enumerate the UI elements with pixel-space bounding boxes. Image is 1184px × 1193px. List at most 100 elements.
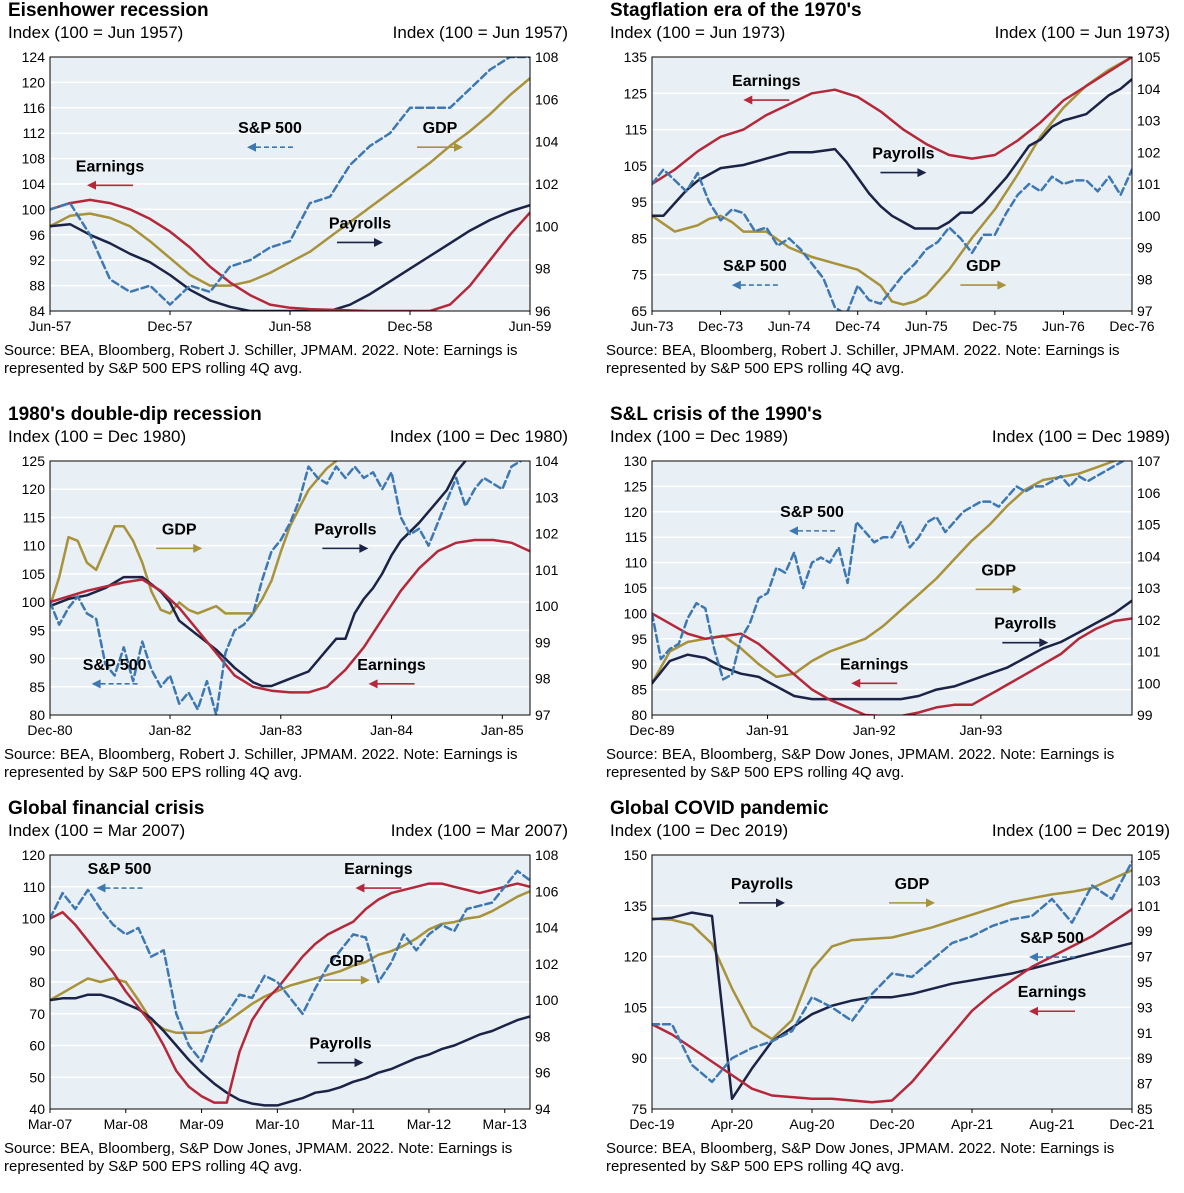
x-tick-label: Aug-20 <box>789 1116 834 1132</box>
y-tick-label-right: 97 <box>1137 949 1153 965</box>
series-label: Payrolls <box>309 1036 371 1053</box>
y-tick-label-left: 40 <box>29 1101 45 1117</box>
series-line-s-p-500 <box>652 461 1125 681</box>
left-axis-label: Index (100 = Dec 2019) <box>610 821 789 840</box>
legend-arrow-head <box>87 180 96 190</box>
legend-arrow-head <box>91 679 101 689</box>
y-tick-label-left: 65 <box>631 303 647 319</box>
y-tick-label-right: 98 <box>535 671 551 687</box>
series-line-s-p-500 <box>652 860 1132 1084</box>
x-tick-label: Apr-21 <box>951 1116 993 1132</box>
y-tick-label-left: 100 <box>624 605 648 621</box>
series-label: GDP <box>423 120 458 137</box>
y-tick-label-left: 85 <box>29 679 45 695</box>
y-tick-label-left: 124 <box>22 49 46 65</box>
y-tick-label-right: 101 <box>1137 176 1161 192</box>
right-axis-label: Index (100 = Jun 1957) <box>392 23 568 42</box>
x-tick-label: Dec-19 <box>629 1116 674 1132</box>
x-tick-label: Jan-91 <box>746 722 789 738</box>
y-tick-label-left: 85 <box>631 682 647 698</box>
right-axis-label: Index (100 = Jun 1973) <box>994 23 1170 42</box>
y-tick-label-left: 75 <box>631 267 647 283</box>
legend-arrow-head <box>360 975 370 985</box>
y-tick-label-left: 70 <box>29 1006 45 1022</box>
plot-frame <box>651 854 1133 1110</box>
x-tick-label: Apr-20 <box>711 1116 753 1132</box>
legend-arrow-head <box>1029 952 1038 962</box>
y-tick-label-right: 87 <box>1137 1076 1153 1092</box>
series-label: GDP <box>981 562 1016 579</box>
y-tick-label-left: 116 <box>23 100 46 116</box>
series-label: Earnings <box>344 861 413 878</box>
y-tick-label-left: 130 <box>624 453 648 469</box>
series-line-gdp <box>652 868 1132 1041</box>
plot-area <box>652 57 1132 311</box>
series-line-gdp <box>50 76 530 287</box>
y-tick-label-left: 120 <box>624 504 648 520</box>
legend-arrow-head <box>1039 638 1049 648</box>
chart-panel: 1980's double-dip recession Index (100 =… <box>0 404 580 799</box>
source-note: Source: BEA, Bloomberg, Robert J. Schill… <box>4 746 518 781</box>
series-label: Payrolls <box>329 215 391 232</box>
x-tick-label: Mar-13 <box>483 1116 528 1132</box>
series-label: S&P 500 <box>238 120 302 137</box>
series-label: Payrolls <box>994 616 1056 633</box>
series-label: S&P 500 <box>780 504 844 521</box>
series-label: Earnings <box>732 73 801 90</box>
y-tick-label-left: 108 <box>22 151 46 167</box>
x-tick-label: Jun-74 <box>768 318 811 334</box>
x-tick-label: Dec-73 <box>698 318 743 334</box>
x-tick-label: Mar-07 <box>28 1116 73 1132</box>
y-tick-label-left: 75 <box>631 1101 647 1117</box>
series-label: S&P 500 <box>88 861 152 878</box>
y-tick-label-right: 100 <box>535 992 559 1008</box>
y-tick-label-left: 135 <box>624 898 648 914</box>
y-tick-label-left: 100 <box>22 594 46 610</box>
legend-arrow-head <box>368 679 378 689</box>
legend-arrow-head <box>851 678 861 688</box>
y-tick-label-left: 115 <box>625 529 648 545</box>
x-tick-label: Jun-76 <box>1042 318 1085 334</box>
plot-frame <box>49 56 531 312</box>
x-tick-label: Dec-20 <box>869 1116 914 1132</box>
series-line-payrolls <box>652 77 1132 230</box>
legend-arrow-head <box>354 1058 364 1068</box>
x-tick-label: Jan-93 <box>959 722 1002 738</box>
legend-arrow-head <box>743 95 753 105</box>
legend-arrow-head <box>193 543 203 553</box>
plot-frame <box>651 56 1133 312</box>
series-label: S&P 500 <box>83 657 147 674</box>
y-tick-label-right: 104 <box>535 134 559 150</box>
series-line-s-p-500 <box>50 869 530 1063</box>
plot-frame <box>49 460 531 716</box>
source-note: Source: BEA, Bloomberg, S&P Dow Jones, J… <box>606 1140 1115 1175</box>
y-tick-label-left: 120 <box>22 847 46 863</box>
x-tick-label: Dec-89 <box>629 722 674 738</box>
y-tick-label-left: 120 <box>22 481 46 497</box>
y-tick-label-left: 110 <box>23 879 46 895</box>
series-label: S&P 500 <box>723 258 787 275</box>
y-tick-label-right: 103 <box>1137 580 1161 596</box>
y-tick-label-left: 50 <box>29 1069 45 1085</box>
y-tick-label-right: 103 <box>535 489 559 505</box>
x-tick-label: Jan-82 <box>149 722 192 738</box>
y-tick-label-left: 100 <box>22 201 46 217</box>
left-axis-label: Index (100 = Jun 1957) <box>8 23 184 42</box>
y-tick-label-left: 104 <box>22 176 46 192</box>
y-tick-label-left: 84 <box>29 303 45 319</box>
series-label: Earnings <box>76 158 145 175</box>
series-label: Payrolls <box>314 521 376 538</box>
y-tick-label-left: 110 <box>23 538 46 554</box>
y-tick-label-left: 120 <box>22 74 46 90</box>
y-tick-label-right: 97 <box>1137 303 1153 319</box>
x-tick-label: Dec-74 <box>835 318 880 334</box>
y-tick-label-right: 100 <box>1137 675 1161 691</box>
y-tick-label-right: 101 <box>1137 898 1161 914</box>
series-line-s-p-500 <box>652 168 1132 311</box>
y-tick-label-right: 101 <box>535 562 559 578</box>
legend-arrow-head <box>355 883 365 893</box>
y-tick-label-left: 90 <box>29 651 45 667</box>
series-line-s-p-500 <box>50 461 523 715</box>
y-tick-label-left: 80 <box>29 974 45 990</box>
source-note: Source: BEA, Bloomberg, Robert J. Schill… <box>4 342 518 377</box>
